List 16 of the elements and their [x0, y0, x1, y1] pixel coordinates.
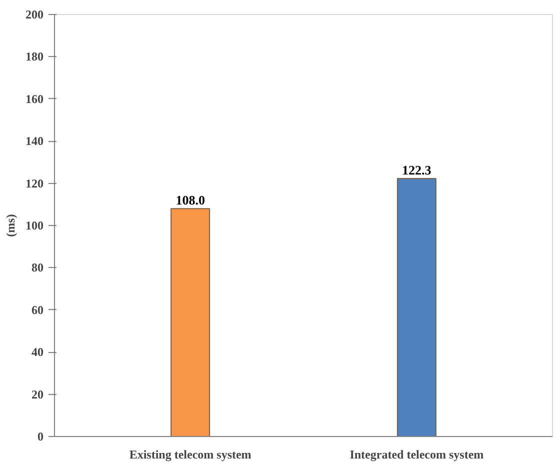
- y-tick-label: 200: [26, 8, 44, 22]
- y-tick-label: 100: [26, 218, 44, 232]
- y-tick-label: 120: [26, 176, 44, 190]
- y-tick-label: 180: [26, 50, 44, 64]
- data-label: 108.0: [176, 192, 205, 208]
- y-tick-label: 160: [26, 92, 44, 106]
- x-tick-label: Integrated telecom system: [350, 448, 484, 462]
- y-axis-title: (ms): [4, 214, 18, 237]
- y-tick-label: 60: [32, 302, 44, 317]
- y-tick-label: 80: [32, 260, 44, 275]
- y-tick-label: 20: [32, 387, 44, 402]
- y-tick-label: 40: [32, 345, 44, 360]
- x-tick-label: Existing telecom system: [129, 448, 252, 462]
- y-tick-label: 140: [26, 134, 44, 148]
- y-tick-label: 0: [38, 430, 44, 444]
- data-label: 122.3: [402, 162, 432, 178]
